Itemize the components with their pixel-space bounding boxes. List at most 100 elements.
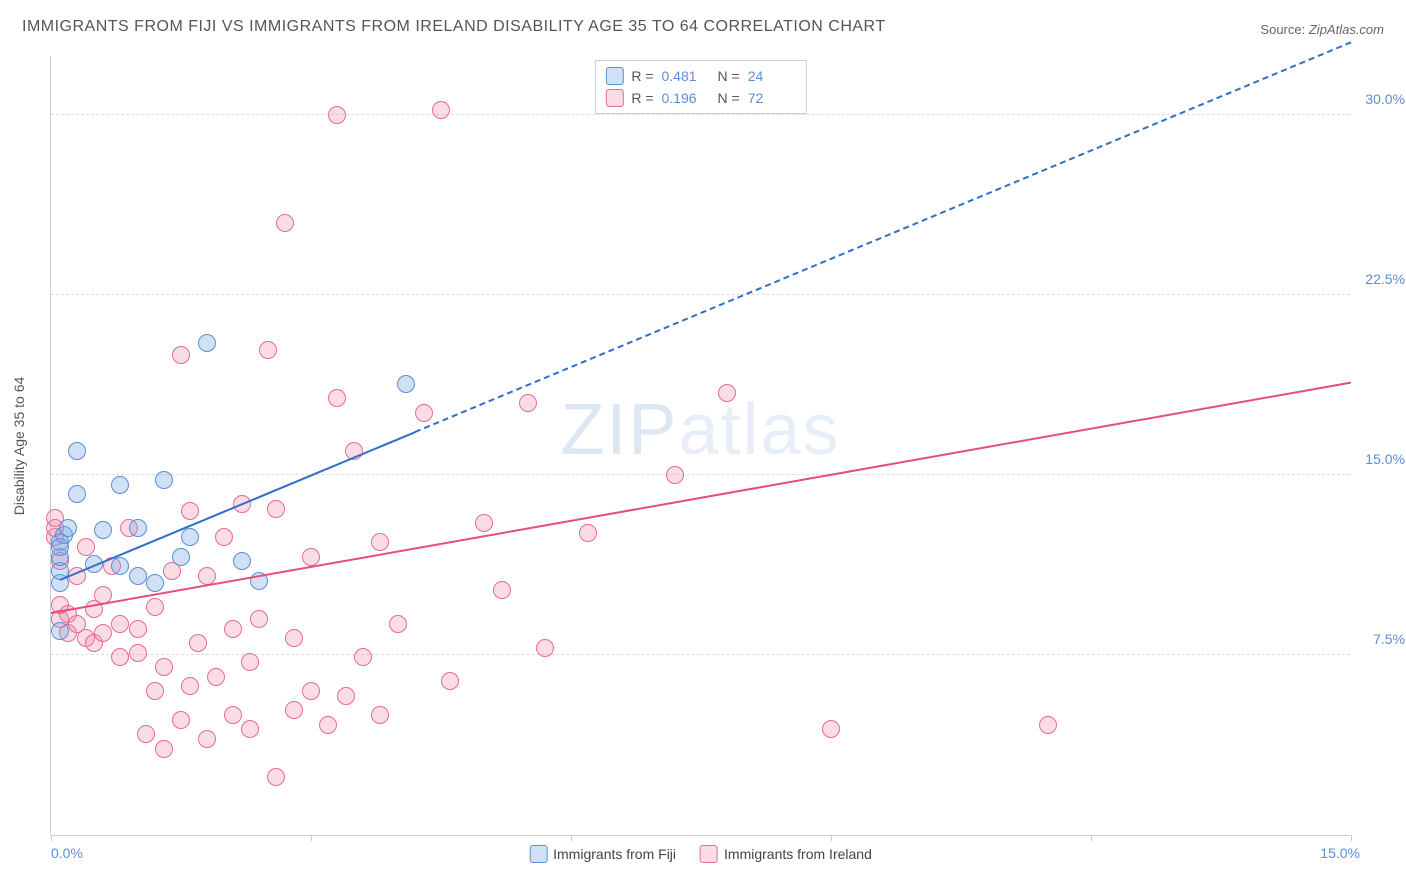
data-point <box>198 730 216 748</box>
series-legend: Immigrants from Fiji Immigrants from Ire… <box>529 845 872 863</box>
fiji-r-value: 0.481 <box>662 68 710 84</box>
legend-item-fiji: Immigrants from Fiji <box>529 845 676 863</box>
swatch-fiji <box>605 67 623 85</box>
x-tick <box>1351 835 1352 841</box>
data-point <box>267 500 285 518</box>
data-point <box>319 716 337 734</box>
data-point <box>155 471 173 489</box>
ireland-r-value: 0.196 <box>662 90 710 106</box>
legend-item-ireland: Immigrants from Ireland <box>700 845 872 863</box>
data-point <box>259 341 277 359</box>
swatch-fiji <box>529 845 547 863</box>
r-label: R = <box>631 90 653 106</box>
chart-title: IMMIGRANTS FROM FIJI VS IMMIGRANTS FROM … <box>22 18 886 36</box>
watermark: ZIPatlas <box>560 389 840 471</box>
data-point <box>155 740 173 758</box>
data-point <box>233 552 251 570</box>
data-point <box>337 687 355 705</box>
data-point <box>302 548 320 566</box>
data-point <box>328 106 346 124</box>
data-point <box>146 598 164 616</box>
data-point <box>77 538 95 556</box>
watermark-bold: ZIP <box>560 390 678 470</box>
data-point <box>181 677 199 695</box>
data-point <box>181 528 199 546</box>
stats-legend: R = 0.481 N = 24 R = 0.196 N = 72 <box>594 60 806 114</box>
data-point <box>441 672 459 690</box>
data-point <box>718 384 736 402</box>
data-point <box>129 644 147 662</box>
data-point <box>389 615 407 633</box>
source-label: Source: <box>1260 22 1305 37</box>
data-point <box>519 394 537 412</box>
data-point <box>146 682 164 700</box>
data-point <box>146 574 164 592</box>
data-point <box>137 725 155 743</box>
data-point <box>68 442 86 460</box>
n-label: N = <box>718 90 740 106</box>
data-point <box>198 334 216 352</box>
data-point <box>302 682 320 700</box>
y-tick-label: 30.0% <box>1355 91 1405 107</box>
data-point <box>354 648 372 666</box>
y-tick-label: 22.5% <box>1355 271 1405 287</box>
data-point <box>129 567 147 585</box>
data-point <box>371 533 389 551</box>
data-point <box>276 214 294 232</box>
data-point <box>189 634 207 652</box>
data-point <box>822 720 840 738</box>
fiji-n-value: 24 <box>748 68 796 84</box>
data-point <box>111 476 129 494</box>
data-point <box>111 615 129 633</box>
plot-area: Disability Age 35 to 64 ZIPatlas 7.5%15.… <box>50 56 1350 836</box>
gridline <box>51 474 1350 475</box>
trend-line <box>415 41 1352 433</box>
data-point <box>94 624 112 642</box>
x-tick <box>571 835 572 841</box>
x-max-label: 15.0% <box>1320 845 1360 861</box>
gridline <box>51 114 1350 115</box>
x-tick <box>311 835 312 841</box>
x-tick <box>1091 835 1092 841</box>
data-point <box>666 466 684 484</box>
y-tick-label: 7.5% <box>1355 631 1405 647</box>
data-point <box>68 485 86 503</box>
data-point <box>250 610 268 628</box>
gridline <box>51 294 1350 295</box>
stats-row-fiji: R = 0.481 N = 24 <box>605 65 795 87</box>
x-tick <box>831 835 832 841</box>
data-point <box>51 622 69 640</box>
data-point <box>59 519 77 537</box>
r-label: R = <box>631 68 653 84</box>
data-point <box>241 653 259 671</box>
x-tick <box>51 835 52 841</box>
y-tick-label: 15.0% <box>1355 451 1405 467</box>
data-point <box>224 706 242 724</box>
stats-row-ireland: R = 0.196 N = 72 <box>605 87 795 109</box>
x-min-label: 0.0% <box>51 845 83 861</box>
source-attribution: Source: ZipAtlas.com <box>1260 22 1384 37</box>
swatch-ireland <box>605 89 623 107</box>
data-point <box>181 502 199 520</box>
data-point <box>432 101 450 119</box>
data-point <box>129 620 147 638</box>
data-point <box>397 375 415 393</box>
data-point <box>493 581 511 599</box>
data-point <box>172 346 190 364</box>
y-axis-title: Disability Age 35 to 64 <box>11 376 27 515</box>
data-point <box>172 711 190 729</box>
data-point <box>328 389 346 407</box>
data-point <box>285 701 303 719</box>
n-label: N = <box>718 68 740 84</box>
data-point <box>536 639 554 657</box>
data-point <box>415 404 433 422</box>
data-point <box>207 668 225 686</box>
data-point <box>172 548 190 566</box>
data-point <box>371 706 389 724</box>
watermark-light: atlas <box>678 390 840 470</box>
data-point <box>224 620 242 638</box>
source-value: ZipAtlas.com <box>1309 22 1384 37</box>
data-point <box>1039 716 1057 734</box>
data-point <box>475 514 493 532</box>
data-point <box>267 768 285 786</box>
